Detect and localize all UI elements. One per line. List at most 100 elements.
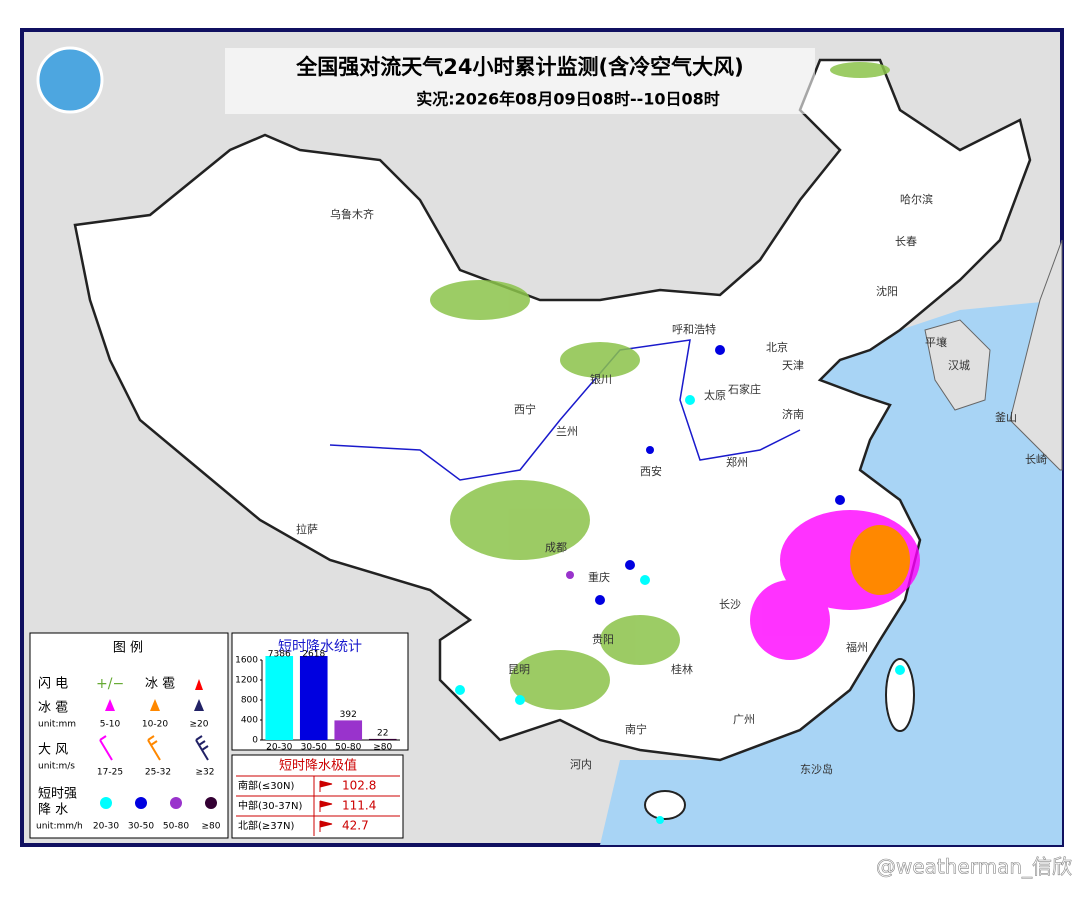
city-label: 长崎 <box>1025 452 1047 466</box>
city-label: 呼和浩特 <box>672 322 716 336</box>
hainan <box>644 790 686 820</box>
title-bg <box>225 48 815 114</box>
city-label: 长春 <box>895 235 917 248</box>
y-tick-label: 1200 <box>235 676 258 686</box>
hail-icon <box>105 699 115 711</box>
korea <box>924 319 991 411</box>
legend-range: 10-20 <box>142 720 168 730</box>
legend-unit: unit:m/s <box>38 762 75 772</box>
logo <box>36 46 104 114</box>
city-label: 福州 <box>846 640 868 654</box>
city-label: 成都 <box>545 541 567 554</box>
city-label: 天津 <box>782 359 804 372</box>
city-label: 太原 <box>704 389 726 402</box>
rain-icon <box>170 797 182 809</box>
x-tick-label: 20-30 <box>266 743 292 753</box>
bar <box>265 656 294 740</box>
city-label: 平壤 <box>925 335 947 349</box>
region: 中部(30-37N) <box>238 799 302 812</box>
city-label: 广州 <box>733 713 755 726</box>
rain-dots <box>455 345 905 824</box>
legend-range: 17-25 <box>97 768 123 778</box>
hail-icon <box>195 679 203 690</box>
sea <box>600 300 1062 845</box>
taiwan <box>885 658 915 732</box>
japan <box>1009 239 1063 471</box>
city-label: 石家庄 <box>728 382 761 396</box>
legend-label: 冰 雹 <box>145 677 175 692</box>
legend-range: 25-32 <box>145 768 171 778</box>
hail-icon <box>150 699 160 711</box>
city-label: 长沙 <box>719 598 741 611</box>
city-label: 釜山 <box>995 410 1017 424</box>
city-label: 重庆 <box>588 570 610 584</box>
city-label: 桂林 <box>671 662 693 676</box>
subtitle: 实况:2026年08月09日08时--10日08时 <box>416 90 720 109</box>
extremes: 短时降水极值 南部(≤30N) 中部(30-37N) 北部(≥37N) 102.… <box>231 754 404 839</box>
bar <box>368 738 397 740</box>
legend-box <box>29 632 229 839</box>
stats-chart: 0 400 800 1200 1600 20-30 7386 30-50 2618 50-80 39… <box>235 650 400 753</box>
legend-label: 冰 雹 <box>38 701 68 716</box>
legend-unit: unit:mm <box>38 720 76 730</box>
city-label: 西安 <box>640 464 662 478</box>
y-tick-label: 400 <box>241 716 258 726</box>
legend-label: 闪 电 <box>38 677 68 692</box>
value-label: 392 <box>340 710 357 720</box>
city-label: 北京 <box>766 340 788 354</box>
city-label: 济南 <box>782 407 804 421</box>
bar <box>334 720 363 740</box>
city-label: 昆明 <box>508 663 530 676</box>
city-label: 贵阳 <box>592 633 614 646</box>
title: 全国强对流天气24小时累计监测(含冷空气大风) <box>295 55 743 79</box>
legend-label: 短时强 <box>38 787 77 802</box>
city-label: 郑州 <box>726 455 748 469</box>
hail-icon <box>194 699 204 711</box>
city-label: 银川 <box>590 372 612 386</box>
city-label: 拉萨 <box>296 522 318 536</box>
region: 北部(≥37N) <box>238 819 294 832</box>
city-label: 汉城 <box>948 359 970 372</box>
legend-range: 20-30 <box>93 822 119 832</box>
city-label: 东沙岛 <box>800 762 833 776</box>
city-label: 南宁 <box>625 722 647 736</box>
legend-title: 图 例 <box>113 641 143 656</box>
legend-range: 50-80 <box>163 822 189 832</box>
lightning-area <box>430 62 890 710</box>
region: 南部(≤30N) <box>238 779 294 792</box>
legend-range: ≥32 <box>196 768 215 778</box>
flag-icon <box>319 780 333 792</box>
bar <box>299 656 328 740</box>
legend-label: 大 风 <box>38 743 68 758</box>
value-label: 2618 <box>302 650 325 660</box>
value-label: 7386 <box>268 650 291 660</box>
legend-label: 降 水 <box>38 803 68 818</box>
city-label: 兰州 <box>556 425 578 438</box>
y-tick-label: 800 <box>241 696 258 706</box>
x-tick-label: ≥80 <box>373 743 392 753</box>
flag-icon <box>319 800 333 812</box>
city-label: 西宁 <box>514 402 536 416</box>
stats-title: 短时降水统计 <box>278 639 362 655</box>
extreme-value: 111.4 <box>342 799 376 813</box>
rain-icon <box>135 797 147 809</box>
legend: 图 例 闪 电 +/− 冰 雹 冰 雹 unit:mm 5-10 10-20 ≥… <box>29 632 229 839</box>
extreme-value: 42.7 <box>342 819 369 833</box>
city-label: 乌鲁木齐 <box>330 207 374 221</box>
city-label: 河内 <box>570 757 592 771</box>
wind-icon <box>99 735 113 761</box>
rain-icon <box>100 797 112 809</box>
legend-range: ≥20 <box>190 720 209 730</box>
extreme-value: 102.8 <box>342 779 376 793</box>
x-tick-label: 30-50 <box>301 743 327 753</box>
y-tick-label: 0 <box>252 736 258 746</box>
rain-icon <box>205 797 217 809</box>
legend-range: 5-10 <box>100 720 121 730</box>
extremes-title: 短时降水极值 <box>279 758 357 774</box>
wind-icon <box>147 735 161 761</box>
flag-icon <box>319 820 333 832</box>
wind-icon <box>195 735 209 761</box>
y-tick-label: 1600 <box>235 656 258 666</box>
legend-unit: unit:mm/h <box>36 822 83 832</box>
